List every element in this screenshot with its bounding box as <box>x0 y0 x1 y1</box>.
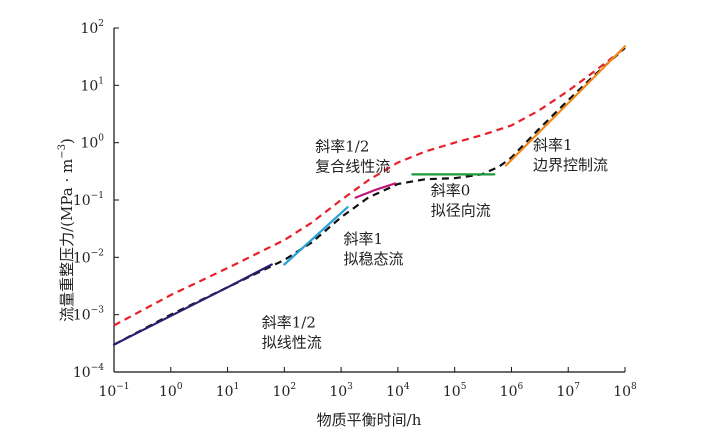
annotation-slope-1: 斜率1 <box>343 230 383 248</box>
y-tick-label-1: 10−3 <box>73 306 104 324</box>
x-tick-label-0: 10−1 <box>98 382 129 400</box>
series-line-0 <box>113 47 626 327</box>
annotation-regime-4: 边界控制流 <box>533 156 608 174</box>
annotation-regime-2: 复合线性流 <box>315 158 390 176</box>
y-tick-label-3: 10−1 <box>73 191 104 209</box>
x-tick-label-7: 106 <box>500 382 524 400</box>
chart-series-layer <box>112 45 627 346</box>
series-line-3 <box>283 206 349 266</box>
y-tick-label-5: 101 <box>80 76 104 94</box>
y-tick-label-6: 102 <box>80 19 104 37</box>
x-tick-label-9: 108 <box>613 382 637 400</box>
annotation-regime-1: 拟稳态流 <box>343 250 403 268</box>
y-axis-title: 流量重整压力/(MPa · m−3) <box>57 138 76 322</box>
series-line-6 <box>504 45 627 167</box>
x-axis-title: 物质平衡时间/h <box>317 411 422 429</box>
series-line-1 <box>113 47 626 346</box>
chart-tick-labels: 10−1 100 101 102 103 104 105 106 107 108 10−4 10−3 1… <box>73 19 637 400</box>
series-line-4 <box>354 182 397 199</box>
x-tick-label-2: 101 <box>216 382 240 400</box>
annotation-slope-3: 斜率0 <box>431 181 471 199</box>
y-tick-label-4: 100 <box>80 134 104 152</box>
annotation-slope-2: 斜率1/2 <box>315 138 369 156</box>
x-tick-label-6: 105 <box>443 382 467 400</box>
y-tick-label-0: 10−4 <box>73 363 104 381</box>
annotation-slope-4: 斜率1 <box>533 136 573 154</box>
x-tick-label-8: 107 <box>556 382 580 400</box>
x-tick-label-5: 104 <box>386 382 410 400</box>
x-tick-label-4: 103 <box>329 382 353 400</box>
x-tick-label-3: 102 <box>273 382 297 400</box>
chart-annotations: 斜率1/2拟线性流斜率1拟稳态流斜率1/2复合线性流斜率0拟径向流斜率1边界控制… <box>262 136 608 352</box>
series-line-2 <box>112 263 273 346</box>
annotation-regime-0: 拟线性流 <box>262 333 322 351</box>
annotation-regime-3: 拟径向流 <box>431 201 491 219</box>
y-tick-label-2: 10−2 <box>73 248 104 266</box>
annotation-slope-0: 斜率1/2 <box>262 313 316 331</box>
chart-axes <box>113 28 625 373</box>
x-tick-label-1: 100 <box>159 382 183 400</box>
